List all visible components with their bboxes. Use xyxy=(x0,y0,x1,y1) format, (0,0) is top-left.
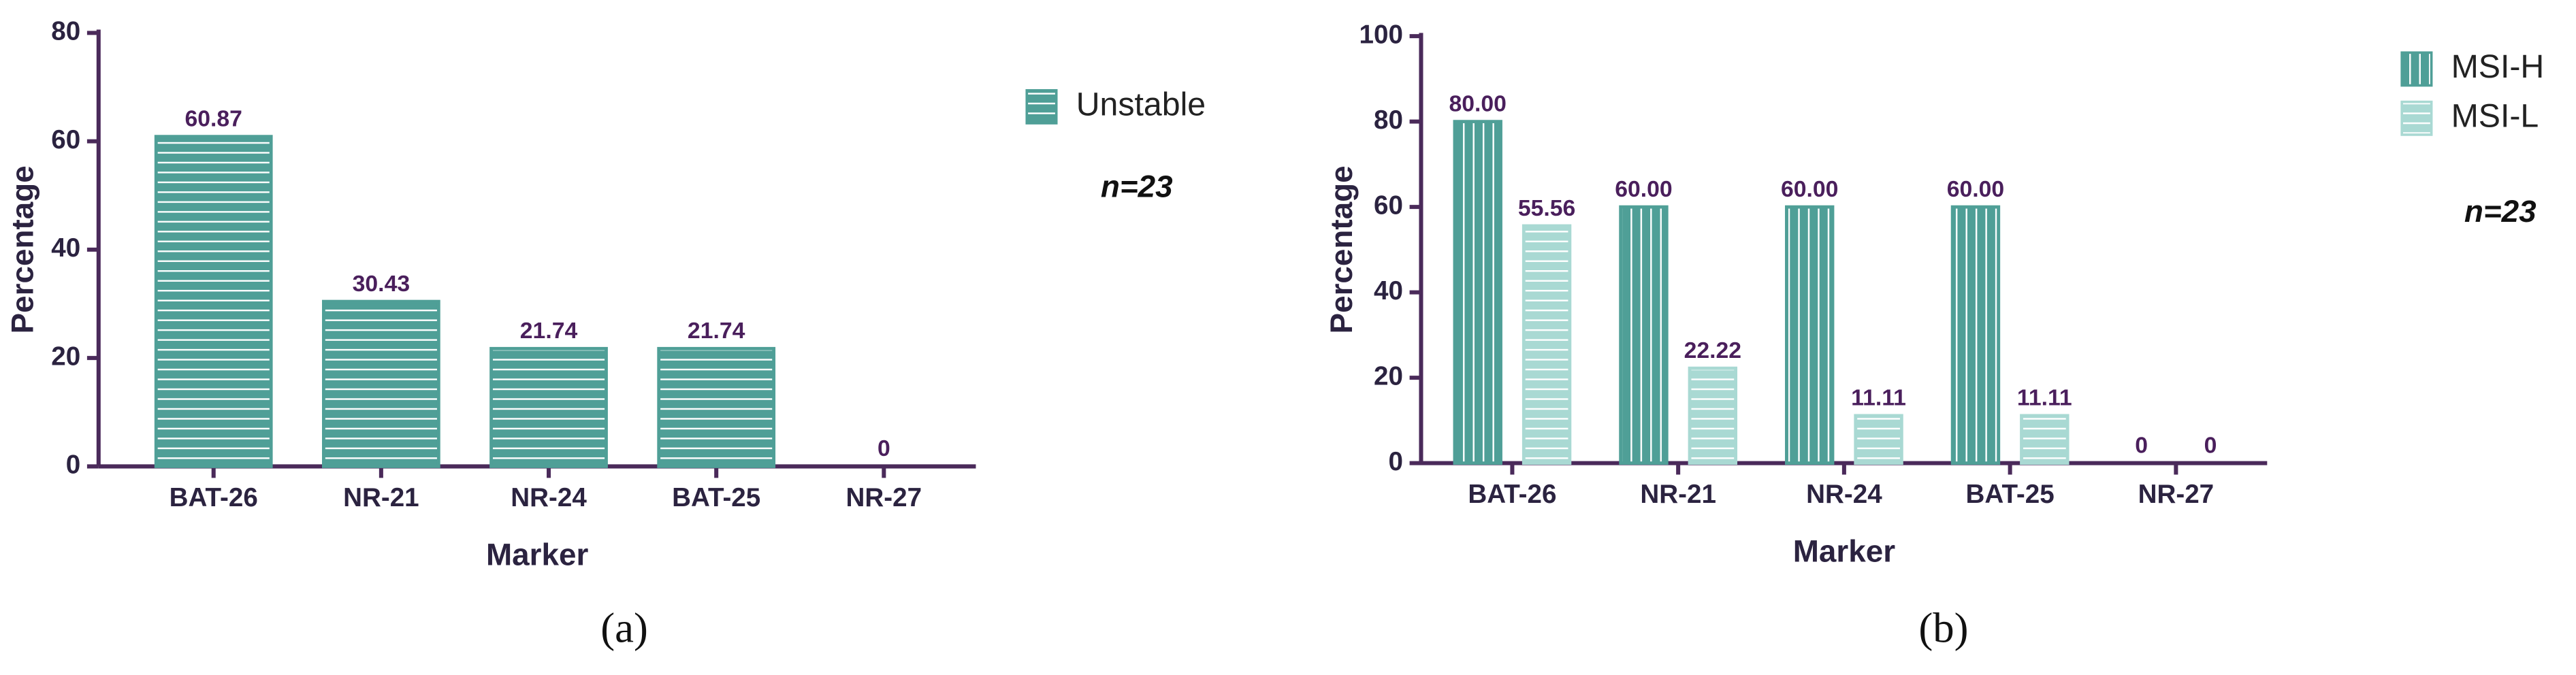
value-label: 0 xyxy=(2135,432,2148,458)
bar xyxy=(1688,366,1738,465)
value-label: 0 xyxy=(2204,432,2217,458)
y-tick-label: 40 xyxy=(1374,276,1403,306)
value-label: 21.74 xyxy=(688,318,745,344)
x-tick-label: NR-27 xyxy=(846,483,922,512)
bar xyxy=(154,135,273,468)
value-label: 0 xyxy=(878,435,890,461)
value-label: 60.87 xyxy=(184,105,242,131)
value-label: 11.11 xyxy=(1851,385,1906,411)
y-tick-label: 0 xyxy=(66,450,80,480)
annotation: n=23 xyxy=(2464,193,2537,229)
legend-swatch xyxy=(1025,88,1058,125)
x-tick-label: NR-21 xyxy=(343,483,419,512)
legend-swatch xyxy=(2400,100,2433,136)
y-axis-title: Percentage xyxy=(4,165,39,333)
bar xyxy=(322,299,440,468)
y-tick-label: 60 xyxy=(51,125,80,154)
legend-label: MSI-L xyxy=(2451,98,2539,135)
y-tick-label: 20 xyxy=(51,342,80,371)
bar xyxy=(1854,414,1903,465)
x-axis-title: Marker xyxy=(1793,533,1896,568)
x-tick-label: NR-24 xyxy=(1806,480,1882,509)
y-tick-label: 100 xyxy=(1359,20,1403,49)
bar xyxy=(489,346,608,468)
y-tick-label: 80 xyxy=(1374,105,1403,135)
legend-label: Unstable xyxy=(1076,86,1206,123)
legend-swatch xyxy=(2400,51,2433,87)
caption: (a) xyxy=(600,604,648,652)
value-label: 80.00 xyxy=(1449,90,1506,116)
value-label: 55.56 xyxy=(1518,195,1576,221)
x-tick-label: NR-24 xyxy=(511,483,587,512)
y-axis-title: Percentage xyxy=(1323,165,1359,333)
y-tick-label: 60 xyxy=(1374,191,1403,220)
y-tick-label: 40 xyxy=(51,233,80,263)
legend-label: MSI-H xyxy=(2451,48,2545,85)
bar xyxy=(1785,205,1835,465)
x-tick-label: NR-21 xyxy=(1640,480,1716,509)
annotation: n=23 xyxy=(1101,169,1173,204)
value-label: 22.22 xyxy=(1684,338,1741,363)
value-label: 11.11 xyxy=(2017,385,2072,411)
bar xyxy=(1619,205,1669,465)
value-label: 60.00 xyxy=(1615,176,1673,202)
value-label: 60.00 xyxy=(1781,176,1839,202)
y-tick-label: 0 xyxy=(1388,447,1402,476)
bar xyxy=(2020,414,2070,465)
caption: (b) xyxy=(1918,604,1968,652)
y-tick-label: 80 xyxy=(51,17,80,46)
value-label: 21.74 xyxy=(520,318,578,344)
y-tick-label: 20 xyxy=(1374,361,1403,391)
bar xyxy=(1950,205,2001,465)
bar xyxy=(657,346,776,468)
x-tick-label: BAT-25 xyxy=(1966,480,2055,509)
x-tick-label: BAT-26 xyxy=(170,483,258,512)
value-label: 60.00 xyxy=(1947,176,2005,202)
x-tick-label: NR-27 xyxy=(2138,480,2215,509)
bar xyxy=(1522,224,1572,465)
x-tick-label: BAT-26 xyxy=(1468,480,1556,509)
x-axis-title: Marker xyxy=(486,536,589,572)
value-label: 30.43 xyxy=(353,271,410,297)
bar xyxy=(1453,120,1502,465)
x-tick-label: BAT-25 xyxy=(672,483,760,512)
